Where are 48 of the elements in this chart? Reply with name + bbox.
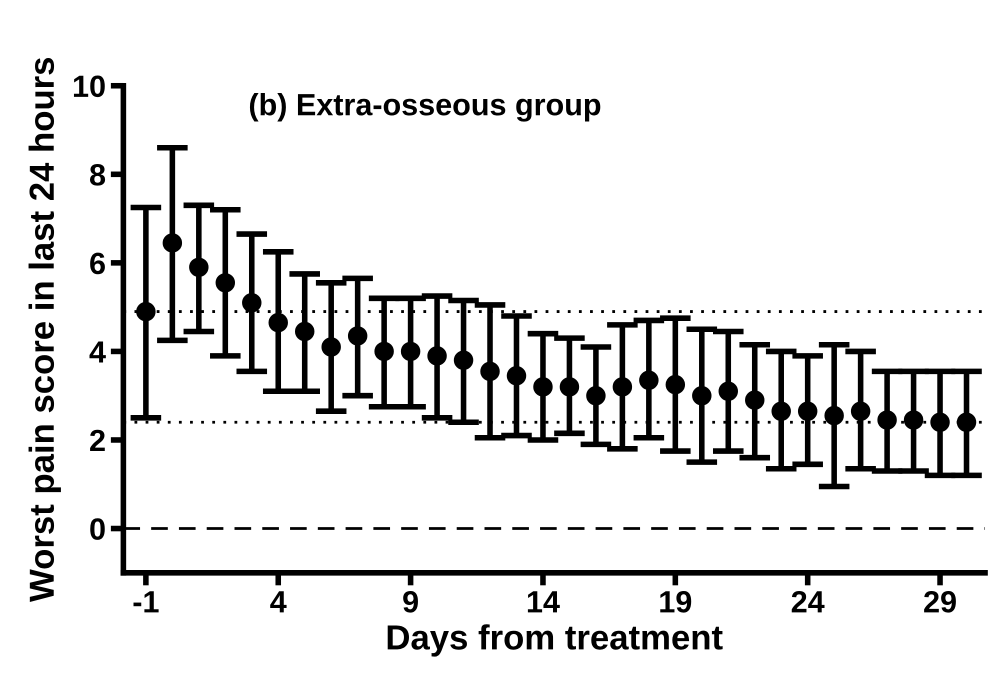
y-tick-label: 6: [90, 252, 105, 274]
point: [798, 401, 818, 421]
x-tick-label: -1: [133, 591, 159, 612]
point: [718, 382, 738, 401]
y-tick-label: 4: [89, 341, 106, 362]
point: [136, 302, 156, 322]
x-tick-label: 9: [403, 590, 418, 613]
point: [745, 390, 764, 410]
point: [427, 346, 447, 366]
point: [242, 292, 262, 312]
y-tick-label: 0: [90, 518, 105, 540]
x-tick-label: 4: [270, 591, 287, 612]
y-tick-label: 10: [74, 75, 105, 98]
y-tick-label: 8: [90, 164, 106, 186]
point: [639, 370, 659, 390]
point: [533, 377, 553, 397]
point: [930, 412, 950, 432]
point: [506, 366, 526, 386]
x-tick-label: 24: [792, 590, 825, 612]
x-tick-label: 29: [924, 590, 956, 613]
point: [480, 362, 500, 382]
point: [666, 374, 686, 394]
point: [268, 312, 288, 332]
x-tick-label: 19: [660, 590, 692, 613]
point: [586, 386, 606, 406]
point: [904, 410, 924, 430]
chart-title: (b) Extra-osseous group: [250, 93, 600, 122]
point: [400, 342, 420, 362]
point: [877, 410, 897, 430]
x-axis-title: Days from treatment: [388, 624, 723, 657]
point: [321, 337, 341, 357]
point: [560, 377, 580, 397]
point: [294, 322, 314, 342]
point: [612, 377, 632, 397]
point: [454, 350, 474, 370]
y-tick-label: 2: [90, 430, 105, 452]
point: [956, 412, 976, 432]
point: [162, 233, 182, 253]
point: [824, 406, 844, 426]
point: [189, 258, 209, 278]
point: [850, 401, 870, 421]
y-axis-title: Worst pain score in last 24 hours: [28, 58, 61, 602]
point: [771, 401, 791, 421]
point: [692, 386, 712, 406]
point: [216, 273, 236, 293]
point: [348, 326, 368, 346]
point: [374, 342, 394, 362]
x-tick-label: 14: [528, 591, 560, 612]
